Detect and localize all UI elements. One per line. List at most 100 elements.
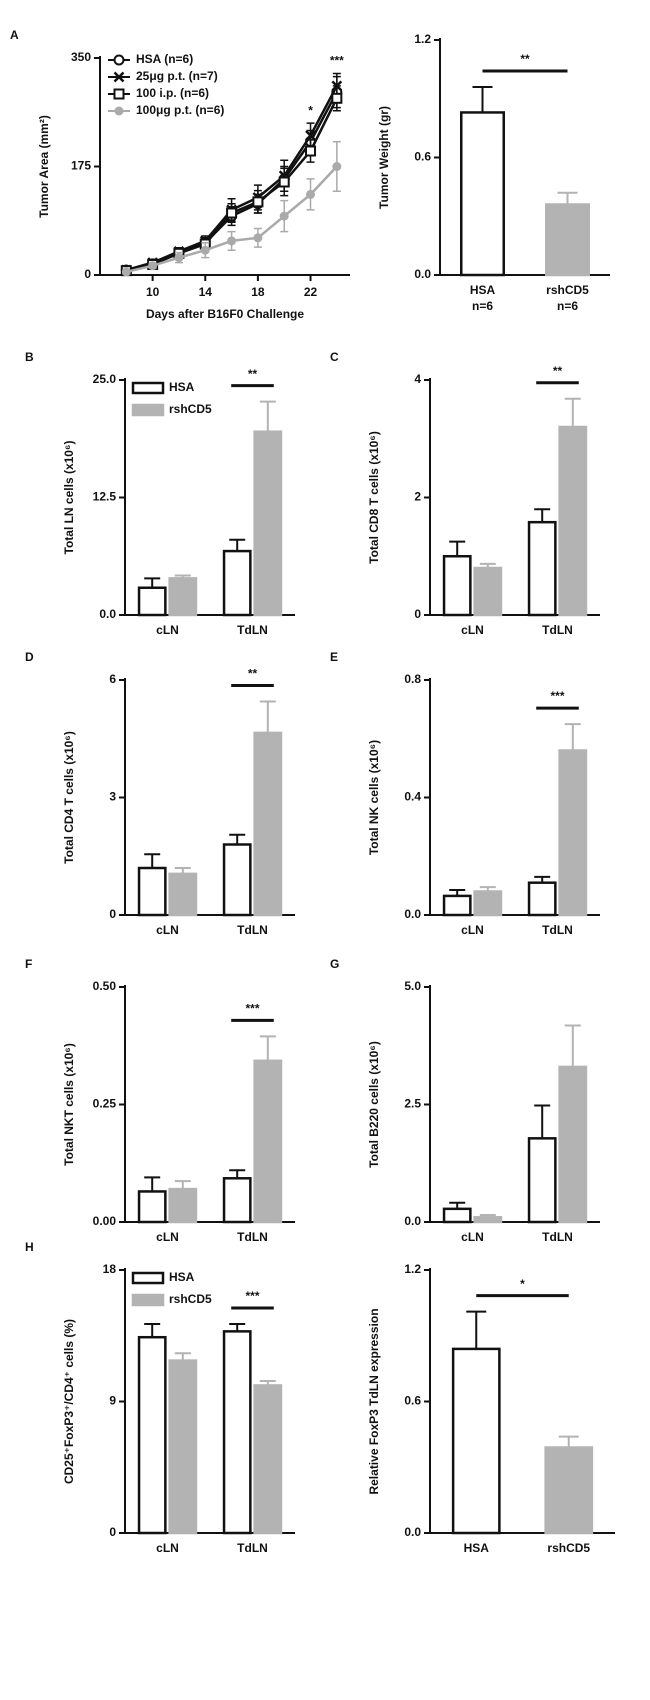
y-axis-label: Relative FoxP3 TdLN expression [367, 1308, 381, 1494]
y-tick-label: 3 [109, 790, 116, 804]
x-tick-label: cLN [461, 923, 484, 937]
x-tick-label: 14 [199, 285, 213, 299]
legend-swatch [131, 381, 165, 395]
error-bar [259, 400, 276, 432]
significance: ** [520, 52, 530, 66]
x-axis-label: Days after B16F0 Challenge [146, 307, 304, 321]
marker [227, 236, 237, 246]
y-tick-label: 0.00 [93, 1214, 117, 1228]
significance: ** [248, 367, 258, 381]
marker [279, 211, 289, 221]
bar [558, 1065, 588, 1224]
x-tick-label: cLN [156, 1230, 179, 1244]
bar [253, 430, 283, 617]
y-tick-label: 0.0 [99, 607, 116, 621]
error-bar [564, 1024, 581, 1067]
panel-letter: C [330, 350, 339, 364]
panel-letter: A [10, 28, 19, 42]
x-tick-label: TdLN [237, 623, 268, 637]
marker [174, 253, 184, 263]
error-bar [229, 1169, 246, 1179]
y-axis-label: Total CD8 T cells (x10⁶) [367, 431, 381, 564]
bar [168, 1359, 198, 1535]
marker [121, 267, 131, 277]
marker [278, 176, 290, 188]
x-tick-label: 22 [304, 285, 318, 299]
significance: ** [248, 667, 258, 681]
x-tick-sublabel: n=6 [557, 299, 578, 313]
legend-label: 100 i.p. (n=6) [136, 86, 209, 100]
significance: *** [330, 54, 344, 68]
x-tick-label: 10 [146, 285, 160, 299]
bar [222, 843, 252, 917]
bar [137, 1335, 167, 1535]
error-bar [466, 1310, 487, 1349]
marker [305, 145, 317, 157]
significance: * [308, 103, 313, 117]
bar [168, 577, 198, 617]
x-tick-label: 18 [251, 285, 265, 299]
y-tick-label: 12.5 [93, 490, 117, 504]
y-tick-label: 175 [71, 159, 91, 173]
x-tick-label: TdLN [237, 923, 268, 937]
x-tick-sublabel: n=6 [472, 299, 493, 313]
error-bar [259, 700, 276, 733]
error-bar [144, 577, 161, 588]
bar [253, 1059, 283, 1224]
bar [222, 1330, 252, 1535]
marker [113, 54, 125, 66]
marker [253, 233, 263, 243]
x-tick-label: TdLN [542, 623, 573, 637]
legend-swatch [131, 403, 165, 417]
y-tick-label: 0.25 [93, 1097, 117, 1111]
error-bar [534, 1104, 551, 1139]
y-tick-label: 18 [103, 1262, 117, 1276]
marker [331, 92, 343, 104]
y-axis-label: Total NKT cells (x10⁶) [62, 1043, 76, 1166]
y-tick-label: 9 [109, 1394, 116, 1408]
x-tick-label: cLN [156, 923, 179, 937]
y-axis-label: Total NK cells (x10⁶) [367, 740, 381, 855]
bar [442, 555, 472, 617]
marker [306, 189, 316, 199]
bar [137, 1190, 167, 1224]
error-bar [144, 1323, 161, 1338]
legend-label: HSA [169, 1270, 195, 1284]
y-tick-label: 0.4 [404, 790, 421, 804]
y-tick-label: 0.0 [404, 907, 421, 921]
legend-label: 25μg p.t. (n=7) [136, 69, 218, 83]
y-axis-label: Total CD4 T cells (x10⁶) [62, 731, 76, 864]
bar [544, 1446, 594, 1535]
y-tick-label: 0.6 [404, 1394, 421, 1408]
x-tick-label: cLN [461, 1230, 484, 1244]
y-tick-label: 25.0 [93, 372, 117, 386]
marker [332, 162, 342, 171]
marker [113, 88, 125, 100]
x-tick-label: rshCD5 [546, 283, 589, 297]
panel-letter: F [25, 957, 32, 971]
bar [460, 111, 505, 277]
panel-letter: G [330, 957, 339, 971]
legend-label: rshCD5 [169, 402, 212, 416]
marker [114, 106, 124, 116]
panel-letter: E [330, 650, 338, 664]
y-tick-label: 1.2 [414, 32, 431, 46]
marker [148, 261, 158, 271]
bar [137, 586, 167, 617]
bar [558, 749, 588, 917]
y-tick-label: 0.50 [93, 979, 117, 993]
error-bar [174, 1180, 191, 1190]
error-bar [229, 538, 246, 552]
x-tick-label: TdLN [237, 1230, 268, 1244]
x-tick-label: cLN [461, 623, 484, 637]
error-bar [259, 1035, 276, 1061]
error-bar [472, 86, 493, 113]
marker [226, 207, 238, 219]
bar [168, 872, 198, 917]
bar [451, 1347, 501, 1535]
bar [527, 1137, 557, 1224]
y-axis-label: Tumor Area (mm²) [37, 115, 51, 218]
bar [442, 1207, 472, 1224]
significance: *** [245, 1289, 259, 1303]
